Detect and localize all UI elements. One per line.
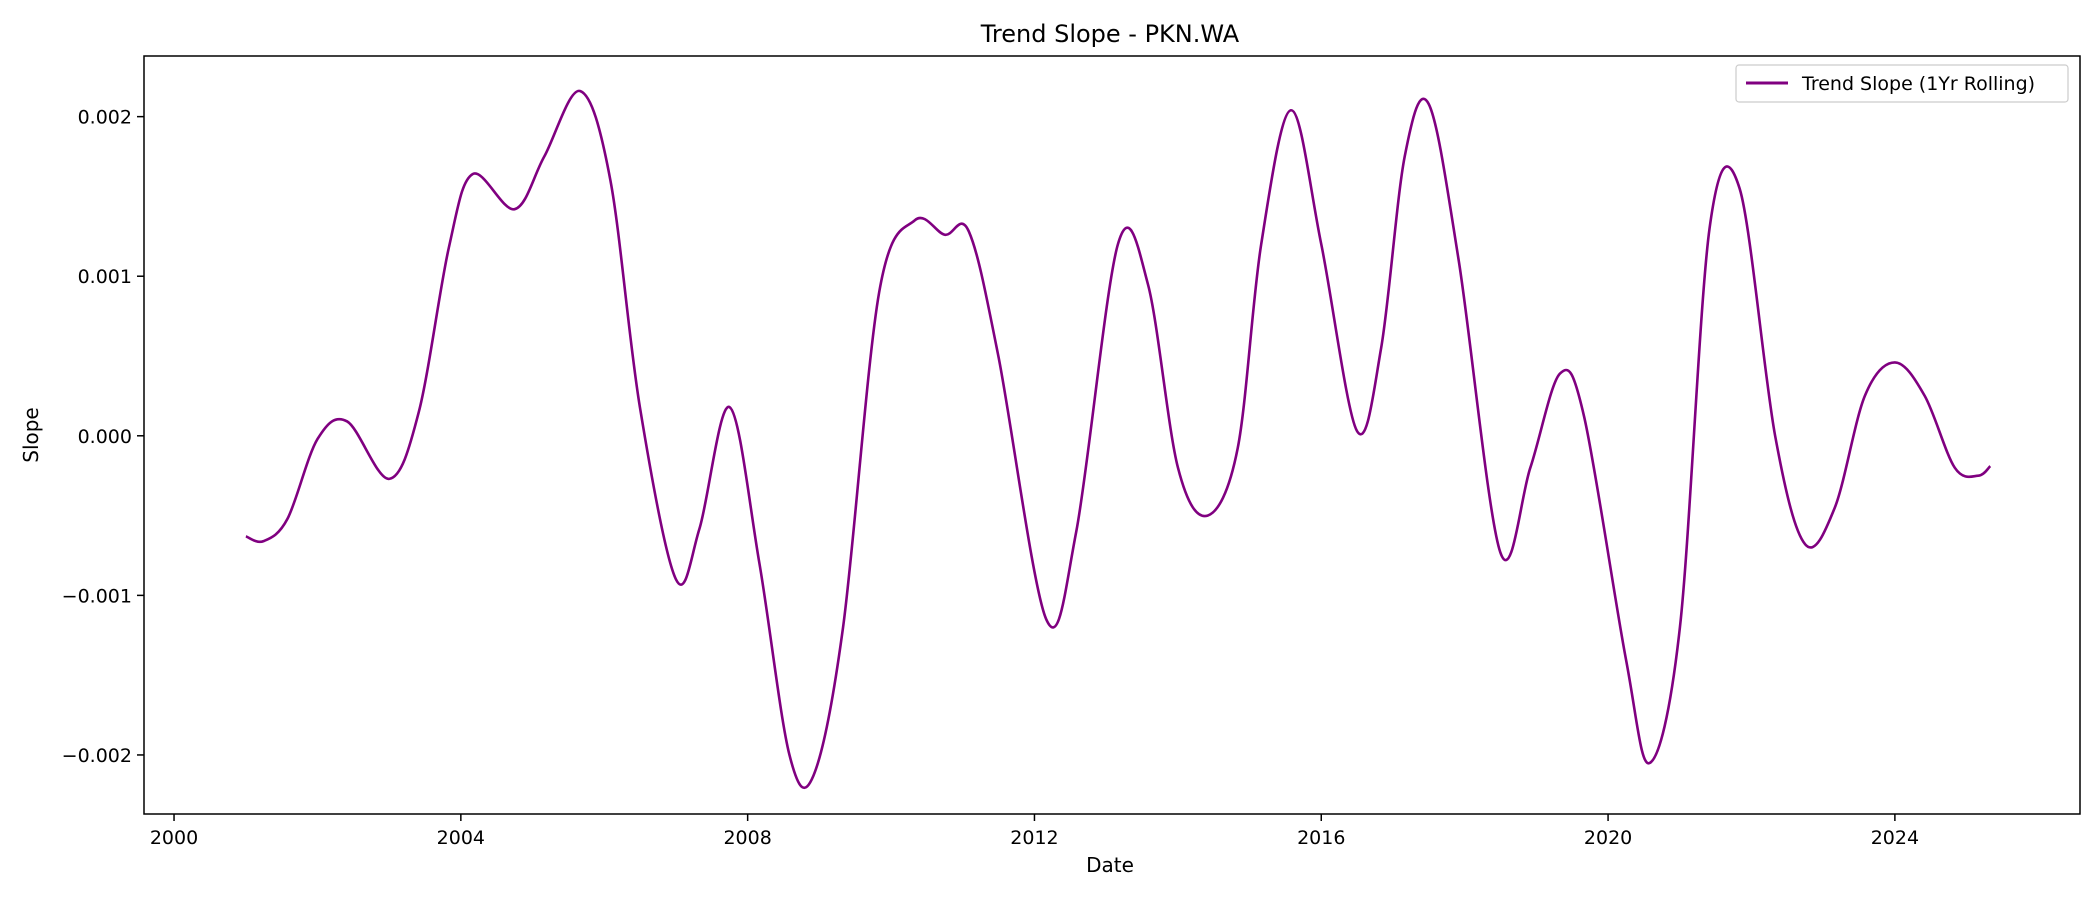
x-tick-label: 2012: [1010, 827, 1058, 849]
series-line: [245, 89, 1992, 789]
legend: Trend Slope (1Yr Rolling): [1735, 64, 2069, 103]
series-layer: [245, 89, 1992, 789]
x-axis-label: Date: [1086, 853, 1134, 877]
y-tick-label: 0.002: [78, 107, 132, 129]
y-tick-label: 0.001: [78, 266, 132, 288]
y-axis-label: Slope: [19, 407, 43, 463]
y-axis: −0.002 −0.001 0.000 0.001 0.002: [62, 107, 144, 767]
x-tick-label: 2000: [150, 827, 198, 849]
y-tick-label: −0.002: [62, 745, 132, 767]
plot-area: [143, 55, 2081, 815]
plot-frame: [143, 55, 2081, 815]
x-tick-label: 2020: [1584, 827, 1632, 849]
chart-title: Trend Slope - PKN.WA: [980, 20, 1240, 48]
y-tick-label: 0.000: [78, 426, 132, 448]
x-tick-label: 2008: [723, 827, 771, 849]
x-tick-label: 2004: [437, 827, 485, 849]
legend-box: [1735, 64, 2069, 103]
y-tick-label: −0.001: [62, 585, 132, 607]
x-tick-label: 2016: [1297, 827, 1345, 849]
x-tick-label: 2024: [1871, 827, 1919, 849]
legend-label: Trend Slope (1Yr Rolling): [1801, 73, 2035, 95]
x-axis: 2000 2004 2008 2012 2016 2020 2024: [150, 814, 1919, 849]
